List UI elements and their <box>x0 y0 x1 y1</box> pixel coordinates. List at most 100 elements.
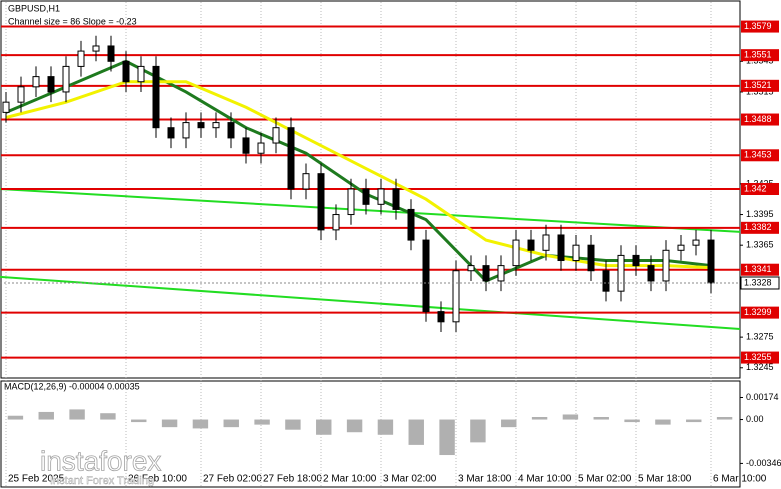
macd-bar <box>223 419 239 428</box>
y-tick-label: 1.3365 <box>746 240 774 250</box>
macd-bar <box>131 419 147 423</box>
macd-bar <box>100 413 116 420</box>
trend-line <box>0 275 741 330</box>
candle-body <box>287 127 295 190</box>
level-label: 1.3453 <box>744 150 772 160</box>
level-label-box <box>741 149 779 162</box>
watermark: instaforex <box>40 445 161 476</box>
x-tick-label: 2 Mar 10:00 <box>323 474 377 485</box>
macd-bar <box>69 409 85 420</box>
level-label-box <box>741 113 779 126</box>
level-label-box <box>741 79 779 92</box>
candle-body <box>632 254 640 267</box>
macd-bar <box>161 419 178 428</box>
candle-body <box>542 234 550 251</box>
candle-body <box>587 244 595 272</box>
candle-body <box>332 214 340 231</box>
current-price-label: 1.3328 <box>744 277 772 287</box>
candle-body <box>407 208 415 241</box>
candle-body <box>452 270 460 323</box>
level-label: 1.3255 <box>744 352 772 362</box>
candle-body <box>317 173 325 231</box>
level-label: 1.3488 <box>744 114 772 124</box>
candle-body <box>602 270 610 292</box>
x-tick-label: 26 Feb 10:00 <box>128 474 187 485</box>
candle-body <box>167 127 175 139</box>
macd-bar <box>716 417 733 420</box>
level-label: 1.3299 <box>744 307 772 317</box>
watermark-sub: Instant Forex Trading <box>50 475 154 487</box>
candle-body <box>677 244 685 251</box>
level-label: 1.342 <box>744 183 767 193</box>
x-tick-label: 27 Feb 02:00 <box>203 474 262 485</box>
macd-title: MACD(12,26,9) -0.00004 0.00035 <box>4 381 140 391</box>
candle-body <box>437 311 445 323</box>
candle-body <box>392 188 400 210</box>
candle-body <box>92 45 100 52</box>
y-tick-label: 1.3275 <box>746 332 774 342</box>
candle-body <box>2 101 10 113</box>
candle-body <box>257 142 265 154</box>
level-label-box <box>741 20 779 33</box>
chart-subtitle: Channel size = 86 Slope = -0.23 <box>8 16 137 26</box>
x-tick-label: 27 Feb 18:00 <box>263 474 322 485</box>
y-tick-label: 1.3245 <box>746 362 774 372</box>
macd-tick-label: -0.00346 <box>746 458 781 468</box>
macd-tick-label: 0.00 <box>746 414 764 424</box>
macd-bar <box>316 419 332 435</box>
current-price-box <box>740 276 780 290</box>
candle-body <box>137 65 145 83</box>
level-label: 1.3341 <box>744 264 772 274</box>
candle-body <box>302 173 310 190</box>
macd-bar <box>531 417 548 420</box>
candle-body <box>32 76 40 88</box>
candle-body <box>17 86 25 103</box>
macd-tick-label: 0.00174 <box>746 392 779 402</box>
level-label: 1.3382 <box>744 222 772 232</box>
candle-body <box>242 137 250 154</box>
candle-body <box>362 188 370 205</box>
candle-body <box>227 122 235 139</box>
candle-body <box>47 76 55 93</box>
level-label: 1.3551 <box>744 50 772 60</box>
trend-line <box>0 188 741 233</box>
x-tick-label: 5 Mar 18:00 <box>638 474 692 485</box>
level-label-box <box>741 306 779 319</box>
candle-body <box>107 45 115 62</box>
candle-body <box>647 265 655 282</box>
level-label-box <box>741 351 779 364</box>
candle-body <box>122 60 130 83</box>
candle-body <box>662 249 670 282</box>
candle-body <box>377 188 385 205</box>
chart-title: GBPUSD,H1 <box>8 3 60 13</box>
macd-bar <box>254 419 270 425</box>
x-tick-label: 6 Mar 10:00 <box>713 474 767 485</box>
x-tick-label: 5 Mar 02:00 <box>578 474 632 485</box>
macd-bar <box>38 411 54 420</box>
candle-body <box>212 122 220 129</box>
candle-body <box>497 265 505 282</box>
level-label: 1.3521 <box>744 80 772 90</box>
x-tick-label: 3 Mar 02:00 <box>383 474 437 485</box>
candle-body <box>467 265 475 272</box>
candle-body <box>422 239 430 313</box>
macd-bar <box>377 419 394 435</box>
macd-bar <box>501 419 517 428</box>
macd-bar <box>285 419 301 430</box>
candle-body <box>197 122 205 129</box>
candle-body <box>527 239 535 251</box>
candle-body <box>77 50 85 67</box>
candle-body <box>707 239 715 284</box>
candle-body <box>152 65 160 129</box>
candle-body <box>482 265 490 282</box>
macd-bar <box>470 419 486 443</box>
candle-body <box>347 188 355 216</box>
macd-bar <box>655 419 671 425</box>
x-tick-label: 3 Mar 18:00 <box>458 474 512 485</box>
candle-body <box>62 65 70 93</box>
level-label-box <box>741 183 779 195</box>
candle-body <box>272 127 280 144</box>
y-tick-label: 1.3395 <box>746 209 774 219</box>
macd-bar <box>192 419 209 429</box>
